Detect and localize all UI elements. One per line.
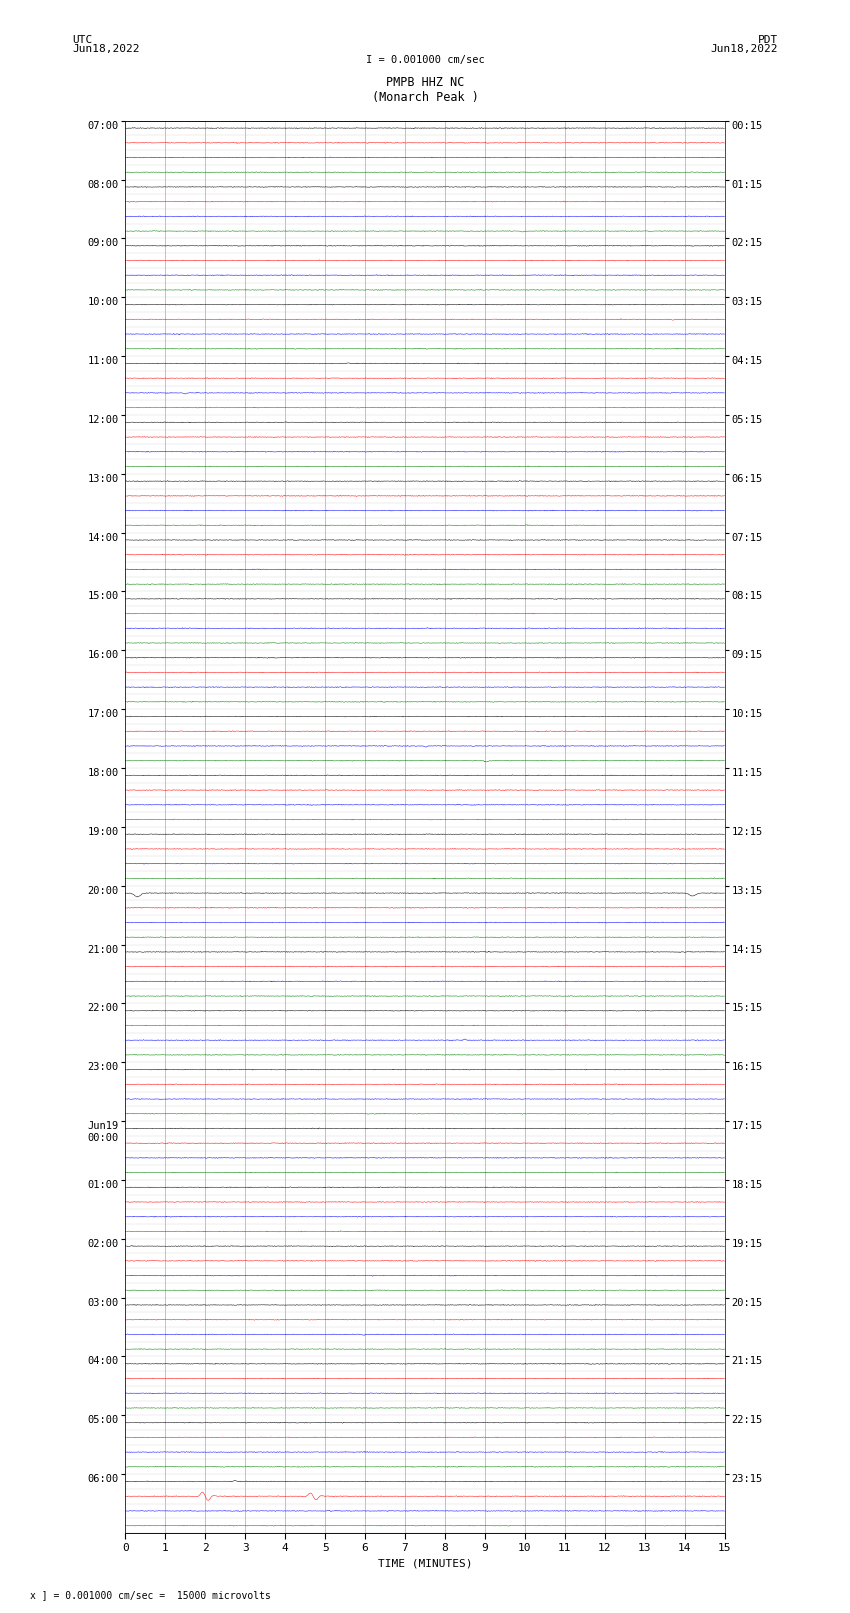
Text: UTC: UTC <box>72 35 93 45</box>
X-axis label: TIME (MINUTES): TIME (MINUTES) <box>377 1560 473 1569</box>
Text: PDT: PDT <box>757 35 778 45</box>
Text: I = 0.001000 cm/sec: I = 0.001000 cm/sec <box>366 55 484 65</box>
Text: Jun18,2022: Jun18,2022 <box>711 44 778 53</box>
Text: x ] = 0.001000 cm/sec =  15000 microvolts: x ] = 0.001000 cm/sec = 15000 microvolts <box>30 1590 270 1600</box>
Title: PMPB HHZ NC
(Monarch Peak ): PMPB HHZ NC (Monarch Peak ) <box>371 76 479 105</box>
Text: Jun18,2022: Jun18,2022 <box>72 44 139 53</box>
